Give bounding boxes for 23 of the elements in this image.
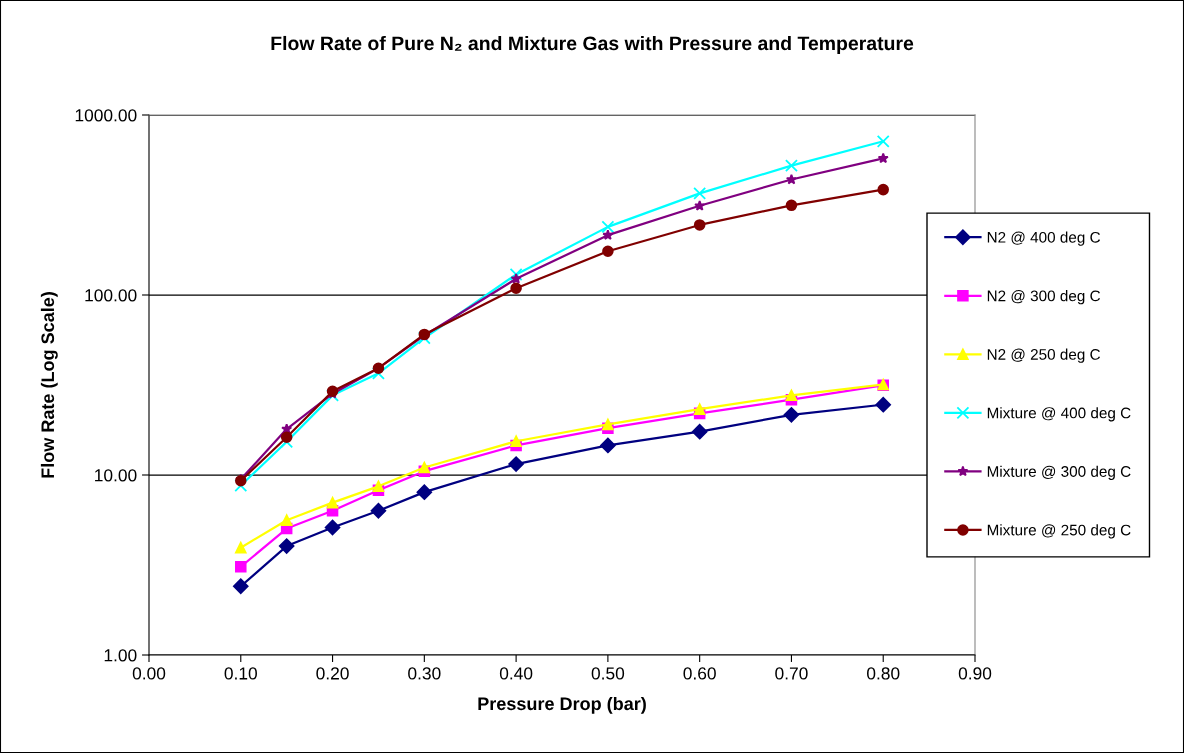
legend-label: Mixture @ 400 deg C [987, 407, 1131, 422]
x-tick-label: 0.00 [132, 667, 166, 680]
legend-label: N2 @ 250 deg C [987, 348, 1101, 363]
x-tick-label: 0.80 [867, 667, 900, 680]
x-tick-label: 0.90 [958, 667, 992, 680]
x-axis-title: Pressure Drop (bar) [478, 696, 646, 714]
x-tick-label: 0.70 [775, 667, 808, 680]
y-tick-label: 1000.00 [75, 109, 137, 122]
x-tick-label: 0.30 [408, 667, 441, 680]
legend-label: Mixture @ 300 deg C [987, 465, 1131, 480]
x-tick-label: 0.40 [499, 667, 533, 680]
x-tick-label: 0.10 [224, 667, 257, 680]
y-tick-label: 10.00 [95, 469, 137, 482]
y-tick-label: 1.00 [104, 649, 137, 662]
chart-title: Flow Rate of Pure N₂ and Mixture Gas with Pressure and Temperature [271, 35, 914, 55]
legend-label: N2 @ 400 deg C [987, 231, 1101, 246]
legend-label: Mixture @ 250 deg C [987, 524, 1131, 539]
x-tick-label: 0.60 [683, 667, 716, 680]
x-tick-label: 0.50 [591, 667, 625, 680]
y-tick-label: 100.00 [85, 289, 137, 302]
y-axis-title: Flow Rate (Log Scale) [40, 292, 58, 478]
legend-label: N2 @ 300 deg C [987, 290, 1101, 305]
x-tick-label: 0.20 [316, 667, 349, 680]
